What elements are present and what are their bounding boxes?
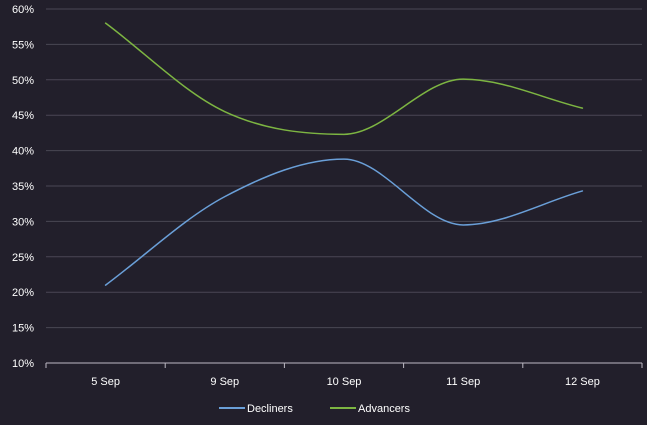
x-tick-label: 5 Sep — [91, 376, 120, 388]
series-line-decliners — [104, 158, 584, 286]
y-tick-label: 20% — [12, 287, 34, 299]
gridlines — [46, 8, 642, 329]
legend-label: Decliners — [247, 403, 293, 415]
y-tick-label: 45% — [12, 110, 34, 122]
x-axis: 5 Sep 9 Sep 10 Sep 11 Sep 12 Sep — [45, 362, 643, 388]
y-tick-label: 15% — [12, 323, 34, 335]
legend-label: Advancers — [358, 403, 410, 415]
y-tick-label: 55% — [12, 39, 34, 51]
y-tick-label: 30% — [12, 216, 34, 228]
y-tick-label: 25% — [12, 252, 34, 264]
series-lines — [104, 22, 584, 286]
y-tick-label: 35% — [12, 181, 34, 193]
x-tick-label: 11 Sep — [446, 376, 480, 388]
y-tick-label: 50% — [12, 75, 34, 87]
x-tick-label: 12 Sep — [565, 376, 600, 388]
y-tick-label: 10% — [12, 358, 34, 370]
legend-item-advancers: Advancers — [330, 403, 410, 415]
legend-item-decliners: Decliners — [219, 403, 293, 415]
x-tick-label: 9 Sep — [210, 376, 239, 388]
y-axis: 10% 15% 20% 25% 30% 35% 40% 45% 50% 55% 60% — [12, 4, 34, 370]
y-tick-label: 40% — [12, 146, 34, 158]
x-tick-label: 10 Sep — [327, 376, 362, 388]
series-line-advancers — [104, 22, 584, 136]
legend: Decliners Advancers — [219, 403, 410, 415]
y-tick-label: 60% — [12, 4, 34, 16]
